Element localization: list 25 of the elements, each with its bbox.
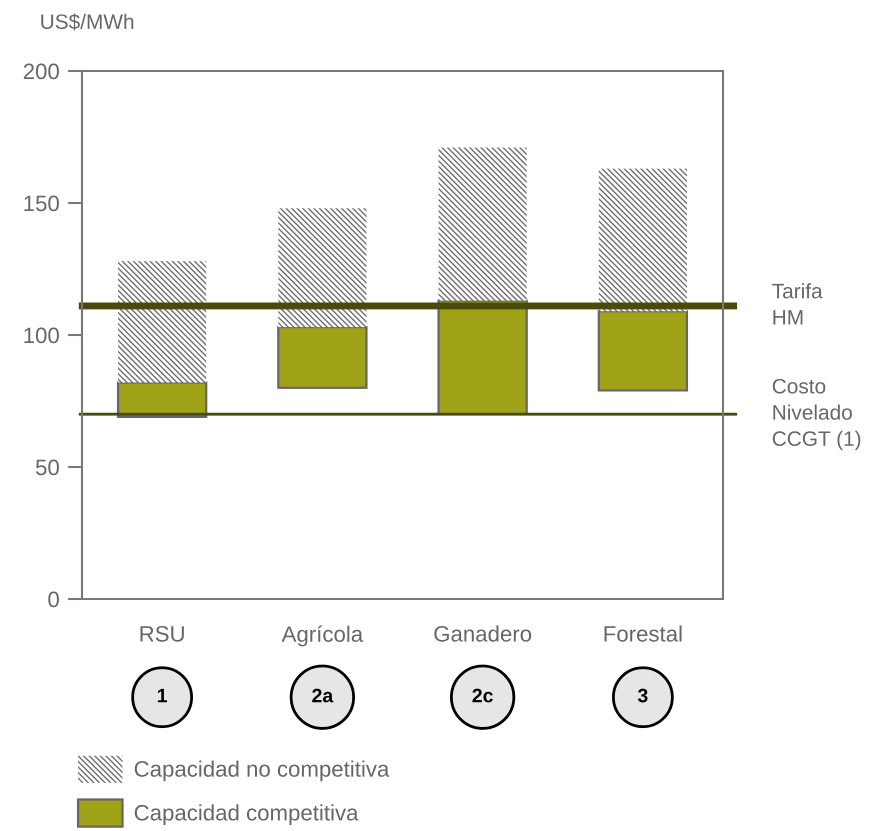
text: 2c	[472, 688, 493, 702]
x-tick-label: Ganadero	[434, 625, 532, 642]
text: 2a	[312, 688, 334, 702]
y-tick-label: 50	[36, 460, 59, 476]
bar	[278, 208, 366, 328]
x-tick-label: Agrícola	[282, 625, 364, 646]
y-tick-label: 150	[24, 196, 59, 212]
bar	[598, 310, 688, 392]
text: 3	[638, 688, 648, 702]
y-tick-label: 200	[24, 64, 59, 80]
bar	[277, 326, 368, 389]
bar	[118, 261, 206, 383]
ref-line-label: Tarifa HM	[772, 283, 823, 324]
text: 1	[158, 688, 167, 702]
ref-line-label: Costo Nivelado CCGT (1)	[772, 378, 860, 450]
legend-label: Capacidad no competitiva	[134, 760, 390, 782]
bar	[438, 148, 527, 301]
y-tick-label: 100	[24, 328, 59, 344]
y-tick-label: 0	[48, 592, 59, 608]
x-tick-label: RSU	[140, 626, 184, 642]
x-tick-label: Forestal	[604, 625, 682, 642]
legend-label: Capacidad competitiva	[134, 804, 358, 826]
bar	[598, 168, 687, 312]
bar	[116, 381, 208, 418]
y-axis-title: US$/MWh	[41, 13, 134, 30]
